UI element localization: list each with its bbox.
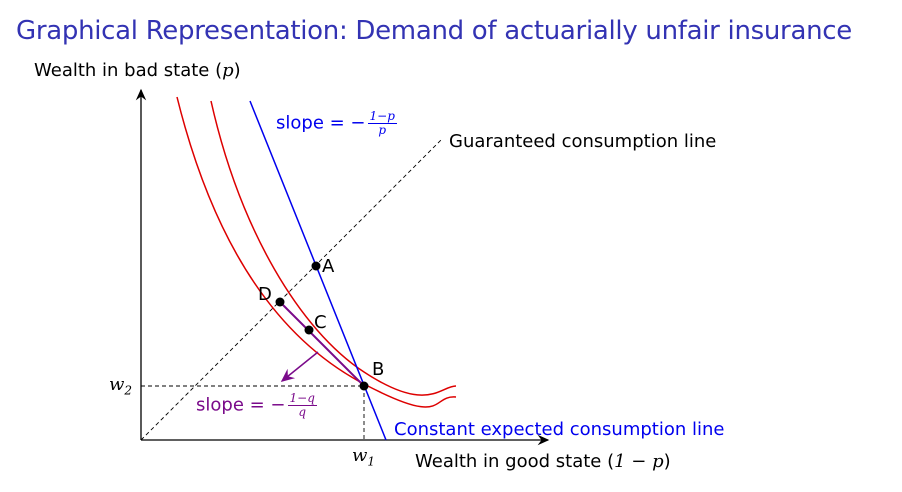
point-B-label: B <box>372 359 385 380</box>
purple-slope-den: q <box>298 405 307 419</box>
purple-slope-prefix: slope = − <box>196 394 286 416</box>
tick-w1: w1 <box>352 445 375 469</box>
tick-w2-sub: 2 <box>124 383 133 398</box>
tick-w1-var: w <box>352 445 368 466</box>
x-axis-label-close: ) <box>663 451 671 472</box>
point-C-label: C <box>314 312 327 333</box>
guaranteed-consumption-label: Guaranteed consumption line <box>449 131 717 152</box>
y-axis-label: Wealth in bad state (p) <box>34 60 241 81</box>
blue-slope-label: slope = −1−p p <box>276 110 397 137</box>
point-C-marker <box>304 325 314 335</box>
x-axis-label-var: 1 − p <box>614 451 664 472</box>
point-A-label: A <box>322 256 335 277</box>
y-axis-label-text: Wealth in bad state ( <box>34 60 223 81</box>
blue-slope-num: 1−p <box>367 109 397 124</box>
y-axis-label-close: ) <box>233 60 241 81</box>
guaranteed-consumption-line <box>140 138 443 441</box>
point-B-marker <box>359 381 369 391</box>
purple-direction-arrow <box>280 351 319 382</box>
purple-slope-num: 1−q <box>287 391 317 406</box>
point-D-marker <box>275 297 285 307</box>
slide-title: Graphical Representation: Demand of actu… <box>16 16 852 46</box>
purple-slope-label: slope = −1−q q <box>196 392 317 419</box>
blue-slope-den: p <box>378 123 387 137</box>
tick-w2-var: w <box>109 374 125 395</box>
x-axis-label-text: Wealth in good state ( <box>415 451 615 472</box>
tick-w2: w2 <box>109 374 132 398</box>
tick-w1-sub: 1 <box>367 454 376 469</box>
indifference-curve-low <box>176 96 457 408</box>
point-A-marker <box>311 261 321 271</box>
x-axis-label: Wealth in good state (1 − p) <box>415 451 671 472</box>
indifference-curve-high <box>210 100 457 396</box>
constant-expected-consumption-label: Constant expected consumption line <box>394 419 725 440</box>
unfair-budget-segment <box>279 301 365 387</box>
y-axis-label-var: p <box>222 60 234 81</box>
blue-slope-prefix: slope = − <box>276 112 366 134</box>
point-D-label: D <box>258 284 272 305</box>
